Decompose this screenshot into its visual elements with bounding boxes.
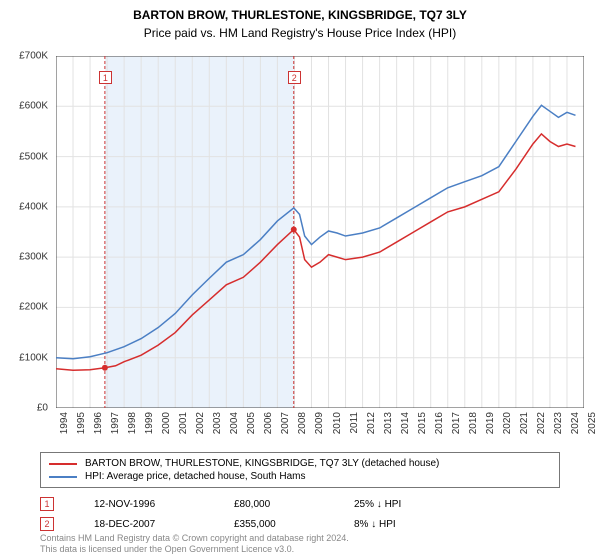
- legend-row: HPI: Average price, detached house, Sout…: [49, 470, 551, 483]
- marker-date: 12-NOV-1996: [94, 499, 194, 510]
- x-tick-label: 2000: [161, 412, 172, 434]
- x-tick-label: 2004: [229, 412, 240, 434]
- marker-table: 1 12-NOV-1996 £80,000 25% ↓ HPI 2 18-DEC-2007…: [40, 494, 560, 534]
- x-tick-label: 1997: [110, 412, 121, 434]
- x-tick-label: 2025: [587, 412, 598, 434]
- legend-row: BARTON BROW, THURLESTONE, KINGSBRIDGE, T…: [49, 457, 551, 470]
- legend-text: BARTON BROW, THURLESTONE, KINGSBRIDGE, T…: [85, 458, 439, 469]
- marker-badge: 2: [40, 517, 54, 531]
- x-tick-label: 2007: [280, 412, 291, 434]
- x-tick-label: 2010: [332, 412, 343, 434]
- x-tick-label: 1994: [59, 412, 70, 434]
- footer-line: This data is licensed under the Open Gov…: [40, 544, 349, 556]
- marker-delta: 8% ↓ HPI: [354, 519, 396, 530]
- x-tick-label: 2019: [485, 412, 496, 434]
- x-tick-label: 1996: [93, 412, 104, 434]
- x-tick-label: 2005: [246, 412, 257, 434]
- x-axis: 1994 1995 1996 1997 1998 1999 2000 2001 2002 2003…: [56, 408, 584, 448]
- x-tick-label: 2006: [263, 412, 274, 434]
- legend-text: HPI: Average price, detached house, Sout…: [85, 471, 306, 482]
- x-tick-label: 2003: [212, 412, 223, 434]
- x-tick-label: 2013: [383, 412, 394, 434]
- marker-row: 2 18-DEC-2007 £355,000 8% ↓ HPI: [40, 514, 560, 534]
- footer-line: Contains HM Land Registry data © Crown c…: [40, 533, 349, 545]
- marker-price: £355,000: [234, 519, 314, 530]
- marker-delta: 25% ↓ HPI: [354, 499, 401, 510]
- legend-swatch: [49, 463, 77, 465]
- x-tick-label: 2017: [451, 412, 462, 434]
- marker-date: 18-DEC-2007: [94, 519, 194, 530]
- x-tick-label: 2011: [349, 412, 360, 434]
- x-tick-label: 1999: [144, 412, 155, 434]
- x-tick-label: 2020: [502, 412, 513, 434]
- x-tick-label: 2016: [434, 412, 445, 434]
- chart-marker-badge: 1: [99, 71, 112, 84]
- y-tick-label: £600K: [19, 101, 48, 112]
- y-tick-label: £300K: [19, 252, 48, 263]
- chart-svg: [56, 56, 584, 408]
- plot-area: 12: [56, 56, 584, 408]
- x-tick-label: 2022: [536, 412, 547, 434]
- legend-box: BARTON BROW, THURLESTONE, KINGSBRIDGE, T…: [40, 452, 560, 488]
- x-tick-label: 2002: [195, 412, 206, 434]
- y-tick-label: £100K: [19, 352, 48, 363]
- x-tick-label: 2023: [553, 412, 564, 434]
- chart-subtitle: Price paid vs. HM Land Registry's House …: [0, 22, 600, 40]
- x-tick-label: 2012: [366, 412, 377, 434]
- chart-title: BARTON BROW, THURLESTONE, KINGSBRIDGE, T…: [0, 0, 600, 22]
- marker-badge: 1: [40, 497, 54, 511]
- x-tick-label: 2015: [417, 412, 428, 434]
- y-tick-label: £0: [37, 403, 48, 414]
- chart-marker-badge: 2: [288, 71, 301, 84]
- x-tick-label: 1998: [127, 412, 138, 434]
- x-tick-label: 2024: [570, 412, 581, 434]
- y-tick-label: £500K: [19, 151, 48, 162]
- x-tick-label: 2018: [468, 412, 479, 434]
- legend-swatch: [49, 476, 77, 478]
- y-axis: £0£100K£200K£300K£400K£500K£600K£700K: [0, 56, 52, 408]
- y-tick-label: £400K: [19, 201, 48, 212]
- x-tick-label: 2014: [400, 412, 411, 434]
- x-tick-label: 1995: [76, 412, 87, 434]
- marker-row: 1 12-NOV-1996 £80,000 25% ↓ HPI: [40, 494, 560, 514]
- y-tick-label: £700K: [19, 51, 48, 62]
- chart-container: BARTON BROW, THURLESTONE, KINGSBRIDGE, T…: [0, 0, 600, 560]
- footer-attribution: Contains HM Land Registry data © Crown c…: [40, 533, 349, 556]
- x-tick-label: 2021: [519, 412, 530, 434]
- x-tick-label: 2009: [314, 412, 325, 434]
- marker-price: £80,000: [234, 499, 314, 510]
- x-tick-label: 2008: [297, 412, 308, 434]
- x-tick-label: 2001: [178, 412, 189, 434]
- y-tick-label: £200K: [19, 302, 48, 313]
